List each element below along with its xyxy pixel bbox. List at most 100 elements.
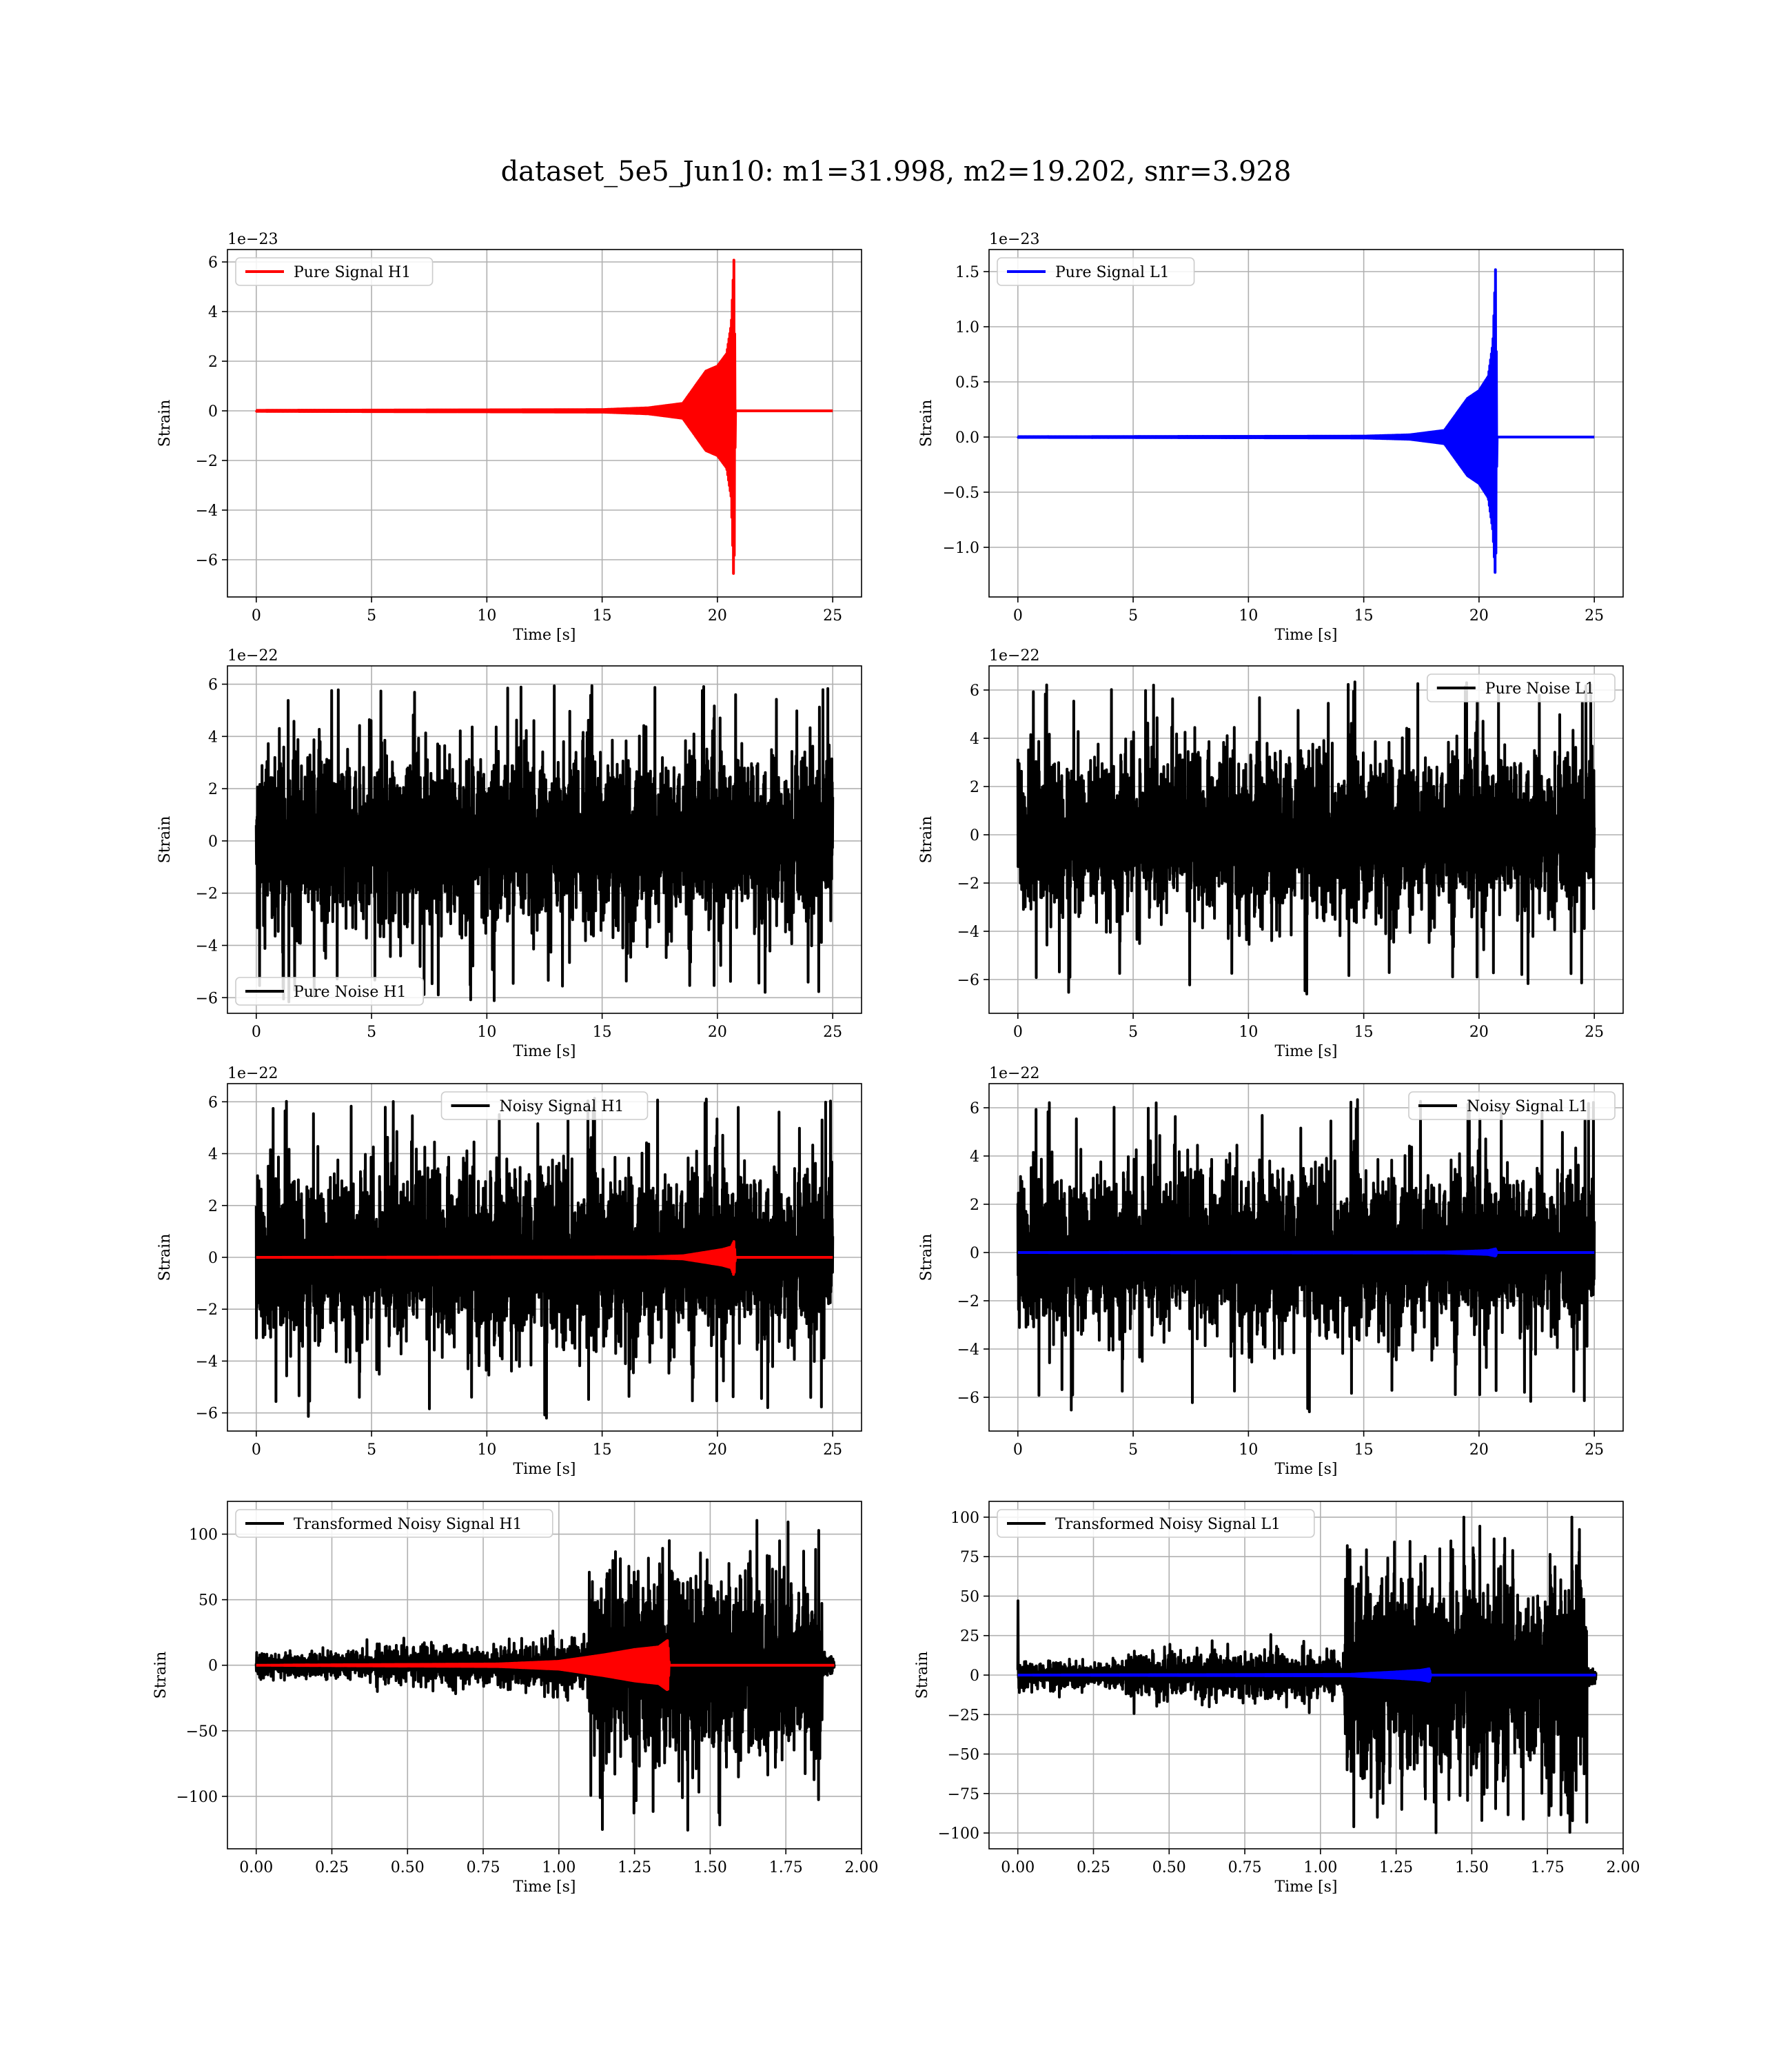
y-tick-label: −0.5: [943, 485, 979, 502]
x-tick-label: 1.00: [1303, 1859, 1337, 1876]
series-line-1: [1016, 1515, 1598, 1834]
y-tick-label: 6: [208, 1094, 218, 1111]
y-tick-label: 75: [960, 1549, 979, 1566]
x-tick-label: 20: [708, 1024, 727, 1041]
y-tick-label: 4: [208, 1146, 218, 1164]
axis-offset-text: 1e−22: [989, 647, 1039, 665]
subplot-3: 0 5 10 15 20 25 −6 −4 −2 0 2 4 6 Time [s] Strain 1e−22 P…: [156, 647, 862, 1060]
x-tick-label: 25: [823, 1024, 842, 1041]
y-axis-label: Strain: [156, 816, 174, 864]
x-tick-label: 10: [477, 607, 496, 625]
y-axis-label: Strain: [156, 400, 174, 447]
x-tick-label: 2.00: [845, 1859, 879, 1876]
x-tick-label: 10: [1239, 607, 1258, 625]
x-tick-label: 5: [1128, 1024, 1138, 1041]
x-tick-label: 0.00: [239, 1859, 273, 1876]
legend-label: Noisy Signal L1: [1467, 1098, 1588, 1115]
x-tick-label: 0: [1013, 1441, 1023, 1459]
y-axis-label: Strain: [918, 816, 935, 864]
y-tick-label: 4: [208, 304, 218, 321]
x-tick-label: 20: [708, 1441, 727, 1459]
y-tick-label: −75: [948, 1786, 979, 1803]
y-tick-label: 1.5: [955, 264, 979, 281]
x-tick-label: 25: [823, 1441, 842, 1459]
y-tick-label: −6: [196, 990, 218, 1007]
x-tick-label: 5: [1128, 1441, 1138, 1459]
legend-label: Noisy Signal H1: [500, 1098, 624, 1115]
x-tick-label: 1.25: [1379, 1859, 1413, 1876]
legend: Pure Signal L1: [997, 257, 1195, 286]
axes-frame: [227, 1501, 862, 1849]
y-axis-label: Strain: [918, 400, 935, 447]
axis-offset-text: 1e−23: [227, 231, 278, 248]
x-tick-label: 15: [1354, 1441, 1374, 1459]
x-axis-label: Time [s]: [513, 1461, 576, 1478]
legend-box: [235, 1509, 553, 1538]
y-tick-label: 6: [208, 254, 218, 272]
series-line-1: [1016, 680, 1596, 995]
y-tick-label: −2: [196, 1301, 218, 1319]
y-tick-label: 4: [970, 1148, 979, 1166]
x-tick-label: 5: [1128, 607, 1138, 625]
x-axis-label: Time [s]: [1274, 627, 1337, 644]
x-tick-label: 1.50: [693, 1859, 727, 1876]
y-tick-label: 100: [189, 1527, 218, 1544]
axis-offset-text: 1e−22: [989, 1065, 1039, 1082]
axis-offset-text: 1e−22: [227, 647, 278, 665]
x-tick-label: 0.00: [1001, 1859, 1035, 1876]
y-tick-label: 4: [970, 731, 979, 748]
x-tick-label: 0: [252, 607, 261, 625]
series-line-2: [1017, 1247, 1596, 1258]
x-tick-label: 0.50: [391, 1859, 425, 1876]
x-tick-label: 0.75: [467, 1859, 500, 1876]
axes-frame: [988, 249, 1624, 598]
y-tick-label: 6: [970, 1100, 979, 1117]
legend: Pure Noise H1: [235, 977, 425, 1006]
axes-frame: [227, 249, 862, 598]
legend: Transformed Noisy Signal L1: [997, 1509, 1315, 1538]
y-axis-label: Strain: [914, 1652, 931, 1699]
x-tick-label: 15: [593, 1024, 612, 1041]
axes-frame: [988, 665, 1624, 1014]
series-line-1: [1016, 1098, 1596, 1413]
x-tick-label: 0.25: [315, 1859, 349, 1876]
legend-label: Pure Signal L1: [1055, 264, 1170, 281]
x-tick-label: 1.00: [542, 1859, 576, 1876]
y-tick-label: 2: [208, 1198, 218, 1215]
y-axis-label: Strain: [152, 1652, 170, 1699]
x-tick-label: 15: [593, 607, 612, 625]
y-tick-label: 0.5: [955, 374, 979, 392]
subplot-6: 0 5 10 15 20 25 −6 −4 −2 0 2 4 6 Time [s] Strain 1e−22 N…: [918, 1065, 1624, 1478]
series-line-1: [254, 1519, 836, 1832]
y-tick-label: 1.0: [955, 319, 979, 336]
y-tick-label: 25: [960, 1628, 979, 1645]
y-tick-label: 4: [208, 729, 218, 746]
y-tick-label: −50: [948, 1747, 979, 1764]
x-tick-label: 20: [1469, 1441, 1489, 1459]
x-tick-label: 0: [1013, 1024, 1023, 1041]
y-axis-label: Strain: [918, 1234, 935, 1281]
subplot-7: 0.00 0.25 0.50 0.75 1.00 1.25 1.50 1.75 2.00 −100…: [152, 1501, 878, 1896]
figure-title: dataset_5e5_Jun10: m1=31.998, m2=19.202,…: [500, 156, 1292, 187]
legend-box: [997, 1509, 1315, 1538]
series-line-1: [254, 258, 834, 575]
x-tick-label: 15: [1354, 607, 1374, 625]
y-tick-label: 100: [950, 1510, 979, 1527]
x-tick-label: 15: [593, 1441, 612, 1459]
legend-label: Pure Noise L1: [1485, 680, 1595, 698]
x-tick-label: 0.75: [1228, 1859, 1262, 1876]
y-tick-label: −25: [948, 1707, 979, 1724]
legend-box: [1408, 1091, 1616, 1120]
y-tick-label: 6: [208, 677, 218, 694]
x-tick-label: 25: [1585, 607, 1604, 625]
series-line-2: [255, 1240, 834, 1276]
y-tick-label: 50: [960, 1588, 979, 1605]
legend-label: Transformed Noisy Signal H1: [294, 1516, 522, 1533]
y-tick-label: 0: [970, 1667, 979, 1685]
y-tick-label: 2: [970, 779, 979, 796]
legend-box: [440, 1091, 649, 1120]
legend: Transformed Noisy Signal H1: [235, 1509, 553, 1538]
x-tick-label: 0: [1013, 607, 1023, 625]
x-tick-label: 5: [367, 1024, 376, 1041]
x-tick-label: 0.50: [1152, 1859, 1186, 1876]
